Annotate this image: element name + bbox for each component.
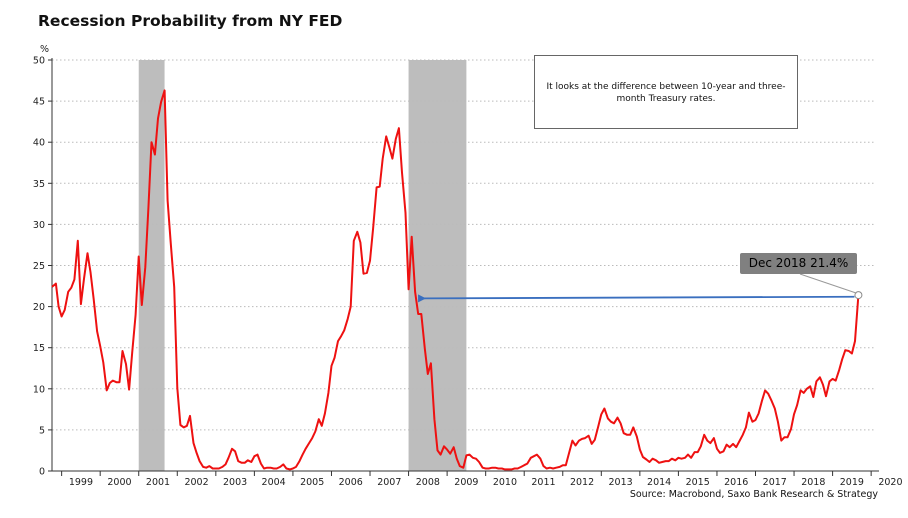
y-tick-label: 25: [33, 261, 45, 272]
x-tick-label: 2013: [608, 477, 632, 488]
y-tick-label: 35: [33, 179, 45, 190]
x-tick-label: 2003: [223, 477, 247, 488]
x-tick-label: 2014: [647, 477, 671, 488]
chart-title: Recession Probability from NY FED: [38, 12, 343, 30]
series-line-0: [51, 89, 860, 471]
x-tick-label: 2012: [570, 477, 594, 488]
y-tick-label: 0: [39, 467, 45, 478]
x-tick-label: 2006: [339, 477, 363, 488]
x-tick-label: 2011: [531, 477, 555, 488]
x-tick-label: 2019: [840, 477, 864, 488]
x-tick-label: 2010: [493, 477, 517, 488]
endpoint-marker: [854, 291, 863, 300]
x-tick-label: 1999: [69, 477, 93, 488]
annotation-box: It looks at the difference between 10-ye…: [534, 55, 798, 129]
series-group: [51, 89, 863, 471]
x-tick-label: 2020: [878, 477, 902, 488]
arrow-group: [418, 294, 855, 303]
y-tick-label: 40: [33, 138, 45, 149]
x-tick-label: 2009: [454, 477, 478, 488]
y-tick-label: 20: [33, 302, 45, 313]
x-tick-label: 2001: [146, 477, 170, 488]
x-tick-label: 2007: [377, 477, 401, 488]
x-tick-label: 2015: [686, 477, 710, 488]
y-tick-label: 30: [33, 220, 45, 231]
y-tick-label: 10: [33, 384, 45, 395]
x-tick-label: 2016: [724, 477, 748, 488]
x-tick-label: 2018: [801, 477, 825, 488]
callout-leader-line: [799, 273, 857, 294]
x-tick-label: 2005: [300, 477, 324, 488]
callout-label: Dec 2018 21.4%: [740, 253, 857, 274]
annotation-text: It looks at the difference between 10-ye…: [546, 82, 786, 104]
x-tick-label: 2017: [763, 477, 787, 488]
x-tick-label: 2004: [262, 477, 286, 488]
x-axis: 1999 2000 2001 2002 2003 2004 2005 2006 2007 2008…: [52, 470, 903, 488]
y-tick-label: 15: [33, 343, 45, 354]
x-tick-label: 2000: [107, 477, 131, 488]
x-tick-label: 2008: [416, 477, 440, 488]
y-tick-label: 50: [33, 56, 45, 67]
y-tick-label: 5: [39, 425, 45, 436]
grid-lines: [52, 59, 875, 431]
y-axis-label: %: [40, 44, 49, 55]
y-tick-label: 45: [33, 97, 45, 108]
blue-arrow: [418, 294, 855, 303]
x-tick-label: 2002: [184, 477, 208, 488]
y-axis: 0 5 10 15 20 25 30 35 40 45 50%: [33, 44, 53, 478]
source-note: Source: Macrobond, Saxo Bank Research & …: [629, 489, 878, 500]
